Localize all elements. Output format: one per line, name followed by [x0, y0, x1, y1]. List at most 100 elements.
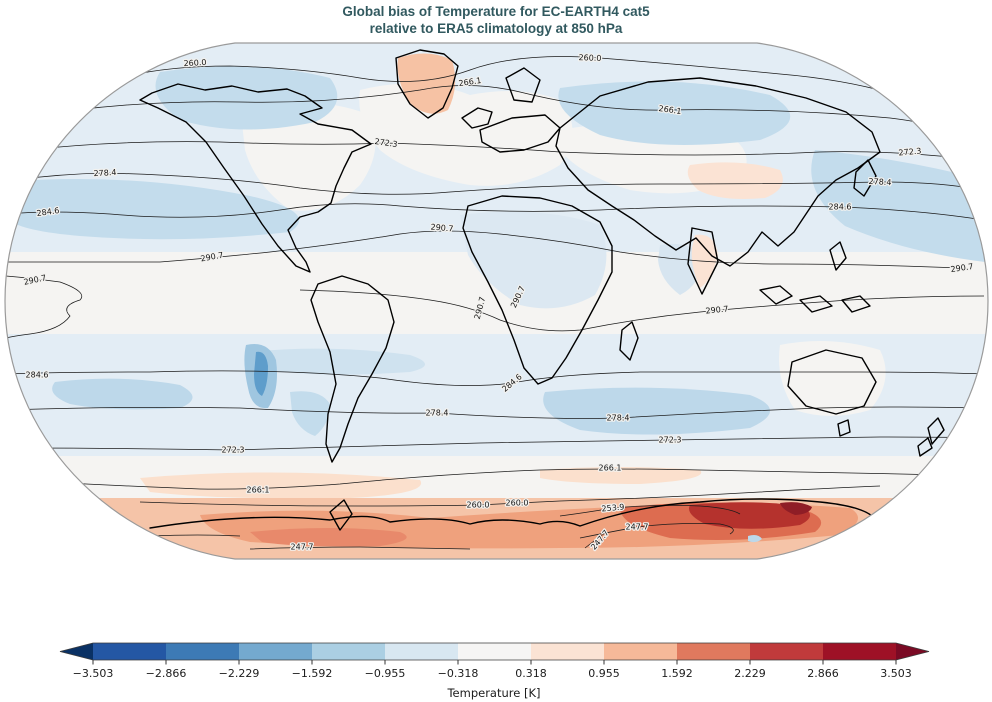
contour-label: 266.1 [599, 464, 622, 473]
world-bias-map: 260.0 260.0 266.1 266.1 272.3 272.3 278.4 278.4… [4, 42, 989, 560]
colorbar-segments [60, 643, 929, 660]
fill-region-west-antarctica-red-warmbias [250, 528, 407, 547]
contour-247-left [249, 546, 471, 550]
contour-label: 278.4 [607, 414, 630, 423]
fill-region-australia-neutral [779, 341, 886, 416]
colorbar-ticks [92, 660, 897, 665]
contour-253-right [559, 504, 741, 517]
contour-label: 260.0 [506, 499, 529, 508]
coastline-south-america [310, 275, 395, 463]
colorbar-segment [823, 643, 896, 660]
contour-253-left [149, 534, 241, 537]
contour-label: 272.3 [659, 436, 682, 445]
colorbar-tick-labels: −3.503 −2.866 −2.229 −1.592 −0.955 −0.318 0.31… [73, 667, 912, 680]
colorbar-tick-label: −2.866 [146, 667, 187, 680]
colorbar-segment [385, 643, 458, 660]
colorbar-tick-label: −2.229 [219, 667, 260, 680]
colorbar-tick-label: −0.955 [365, 667, 406, 680]
coastline-new-guinea [841, 295, 871, 313]
colorbar-segment [604, 643, 677, 660]
colorbar-segment [750, 643, 823, 660]
contour-label: 260.0 [578, 53, 601, 63]
fill-region-argentina-coldbias [290, 391, 330, 436]
contour-290-pacific-loop [5, 275, 83, 339]
colorbar-over-arrow [896, 643, 929, 660]
isotherm-contours [5, 56, 987, 550]
colorbar-segment [239, 643, 312, 660]
colorbar-tick-label: 0.955 [588, 667, 620, 680]
colorbar-tick-label: 1.592 [661, 667, 693, 680]
contour-260-north [111, 56, 901, 97]
contour-label: 272.3 [222, 446, 245, 455]
colorbar-segment [458, 643, 531, 660]
fill-region-south-atlantic-coldbias [247, 348, 425, 375]
contour-label: 284.6 [829, 203, 852, 212]
fill-region-africa-coldbias [460, 211, 607, 309]
fill-region-south-pacific-coldbias [52, 378, 193, 410]
contour-label: 290.7 [430, 223, 454, 234]
coastline-europe [479, 114, 561, 153]
coastline-asia [555, 77, 881, 267]
colorbar-tick-label: 3.503 [880, 667, 912, 680]
figure-title: Global bias of Temperature for EC-EARTH4… [0, 3, 992, 37]
contour-272-south [5, 436, 987, 451]
colorbar-tick-label: 2.229 [734, 667, 766, 680]
colorbar-tick-label: 0.318 [515, 667, 547, 680]
coastline-scandinavia [505, 67, 541, 103]
fill-region-natlantic-europe-neutral [359, 83, 573, 186]
fill-region-tropics-neutral [5, 252, 988, 334]
colorbar-segment [312, 643, 385, 660]
contour-label: 260.0 [467, 501, 490, 510]
figure-title-line1: Global bias of Temperature for EC-EARTH4… [342, 4, 650, 19]
colorbar-tick-label: −0.318 [438, 667, 479, 680]
coastline-africa [462, 195, 613, 385]
fill-region-antarctica-darkred-warmbias [689, 502, 810, 529]
colorbar-tick-label: −3.503 [73, 667, 114, 680]
colorbar-tick-label: 2.866 [807, 667, 839, 680]
coastline-japan [853, 159, 877, 197]
colorbar-segment [93, 643, 166, 660]
fill-region-central-asia-warmbias [687, 162, 783, 199]
fill-region-north-pacific-coldbias [5, 179, 299, 240]
coastline-india [687, 227, 719, 295]
contour-266-south [9, 468, 981, 490]
coastlines [139, 49, 945, 531]
fill-region-greenland-warmbias [397, 53, 456, 114]
fill-region-andes-core-coldbias [254, 351, 268, 396]
contour-290-south [299, 289, 985, 332]
fill-region-preantarctic-mid-warmbias [540, 467, 702, 484]
colorbar-tick-label: −1.592 [292, 667, 333, 680]
coastline-new-zealand-north [927, 417, 945, 445]
contour-label: 278.4 [93, 168, 116, 178]
fill-region-arctic-canada-coldbias [155, 66, 338, 130]
contour-247-right [579, 523, 734, 539]
contour-label: 290.7 [705, 304, 729, 315]
contour-266-north [59, 85, 973, 139]
coastline-britain [461, 107, 493, 129]
coastline-madagascar [619, 321, 639, 361]
coastline-antarctic-peninsula [329, 499, 353, 531]
contour-label: 247.7 [291, 543, 314, 552]
coastline-antarctica [149, 498, 873, 529]
contour-label: 247.7 [626, 523, 649, 532]
fill-region-siberia-coldbias [558, 81, 791, 145]
coastline-indonesia-1 [759, 285, 793, 305]
colorbar-segment [677, 643, 750, 660]
contour-260-south [139, 485, 881, 507]
coastline-new-zealand-south [917, 437, 933, 457]
contour-label: 266.1 [247, 486, 270, 495]
contour-label: 253.9 [601, 503, 625, 514]
colorbar-segment [531, 643, 604, 660]
contour-label: 278.4 [868, 177, 891, 187]
fill-region-north-america-neutral [240, 101, 376, 211]
contour-290-north [6, 230, 963, 269]
fill-region-preantarctic-left-warmbias [140, 472, 422, 499]
coastline-indonesia-2 [799, 295, 833, 313]
colorbar-under-arrow [60, 643, 93, 660]
contour-label: 278.4 [426, 409, 449, 418]
figure-title-line2: relative to ERA5 climatology at 850 hPa [369, 21, 623, 36]
fill-region-antarctic-blue-speck [748, 535, 762, 543]
coastline-tasmania [837, 419, 851, 437]
contour-label: 272.3 [898, 147, 922, 158]
